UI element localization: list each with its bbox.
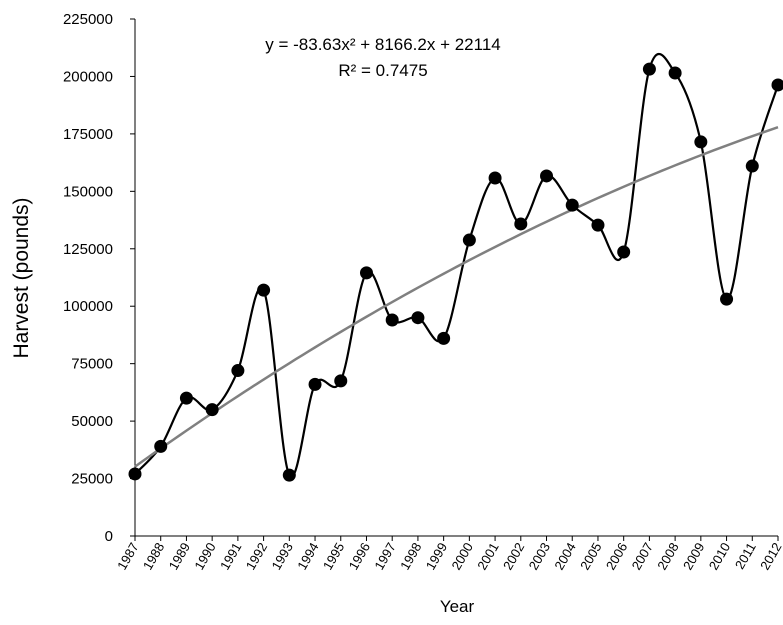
x-tick-label: 2004 bbox=[551, 540, 578, 573]
data-point bbox=[437, 332, 450, 345]
x-tick-label: 2010 bbox=[706, 540, 733, 573]
x-tick-label: 2011 bbox=[732, 540, 759, 572]
x-tick-label: 1989 bbox=[166, 540, 193, 573]
data-point bbox=[591, 219, 604, 232]
x-tick-label: 2000 bbox=[449, 540, 476, 573]
x-tick-label: 2007 bbox=[629, 540, 656, 573]
data-point bbox=[643, 63, 656, 76]
y-tick-label: 175000 bbox=[63, 126, 113, 143]
data-point bbox=[489, 172, 502, 185]
data-point bbox=[694, 135, 707, 148]
x-tick-label: 1993 bbox=[268, 540, 295, 573]
x-tick-label: 2003 bbox=[526, 540, 553, 573]
y-axis-title: Harvest (pounds) bbox=[10, 197, 33, 358]
data-point bbox=[617, 245, 630, 258]
x-tick-label: 2005 bbox=[577, 540, 604, 573]
data-point bbox=[386, 314, 399, 327]
data-point bbox=[566, 199, 579, 212]
data-point bbox=[231, 364, 244, 377]
y-tick-label: 75000 bbox=[71, 356, 113, 373]
x-tick-label: 1988 bbox=[140, 540, 167, 573]
x-tick-label: 1987 bbox=[114, 540, 141, 573]
x-tick-label: 2008 bbox=[654, 540, 681, 573]
series-line bbox=[135, 54, 778, 477]
data-point bbox=[669, 66, 682, 79]
data-point bbox=[772, 78, 783, 91]
data-point bbox=[206, 403, 219, 416]
data-point bbox=[360, 266, 373, 279]
y-tick-label: 100000 bbox=[63, 298, 113, 315]
data-point bbox=[309, 378, 322, 391]
x-axis-title: Year bbox=[440, 597, 475, 616]
x-tick-label: 1990 bbox=[191, 540, 218, 573]
x-tick-label: 1996 bbox=[346, 540, 373, 573]
data-point bbox=[334, 374, 347, 387]
y-tick-label: 125000 bbox=[63, 241, 113, 258]
y-tick-label: 200000 bbox=[63, 68, 113, 85]
y-tick-label: 150000 bbox=[63, 183, 113, 200]
data-point bbox=[746, 160, 759, 173]
r-squared: R² = 0.7475 bbox=[338, 61, 427, 80]
x-tick-label: 2012 bbox=[757, 540, 783, 573]
y-tick-label: 25000 bbox=[71, 471, 113, 488]
y-tick-label: 0 bbox=[105, 528, 113, 545]
data-point bbox=[283, 469, 296, 482]
y-tick-label: 225000 bbox=[63, 11, 113, 28]
x-tick-label: 1995 bbox=[320, 540, 347, 573]
x-tick-label: 1992 bbox=[243, 540, 270, 573]
y-tick-label: 50000 bbox=[71, 413, 113, 430]
x-tick-label: 1999 bbox=[423, 540, 450, 573]
x-tick-label: 1994 bbox=[294, 540, 321, 573]
data-point bbox=[514, 217, 527, 230]
x-tick-label: 2006 bbox=[603, 540, 630, 573]
data-point bbox=[129, 467, 142, 480]
x-tick-label: 1991 bbox=[217, 540, 244, 573]
data-point bbox=[463, 234, 476, 247]
data-point bbox=[540, 169, 553, 182]
trend-equation: y = -83.63x² + 8166.2x + 22114 bbox=[265, 35, 501, 54]
x-tick-label: 2001 bbox=[474, 540, 501, 573]
data-point bbox=[411, 311, 424, 324]
data-point bbox=[180, 392, 193, 405]
x-tick-label: 1997 bbox=[371, 540, 398, 573]
data-point bbox=[720, 293, 733, 306]
data-point bbox=[154, 440, 167, 453]
data-point bbox=[257, 284, 270, 297]
x-tick-label: 2009 bbox=[680, 540, 707, 573]
x-tick-label: 1998 bbox=[397, 540, 424, 573]
x-tick-label: 2002 bbox=[500, 540, 527, 573]
